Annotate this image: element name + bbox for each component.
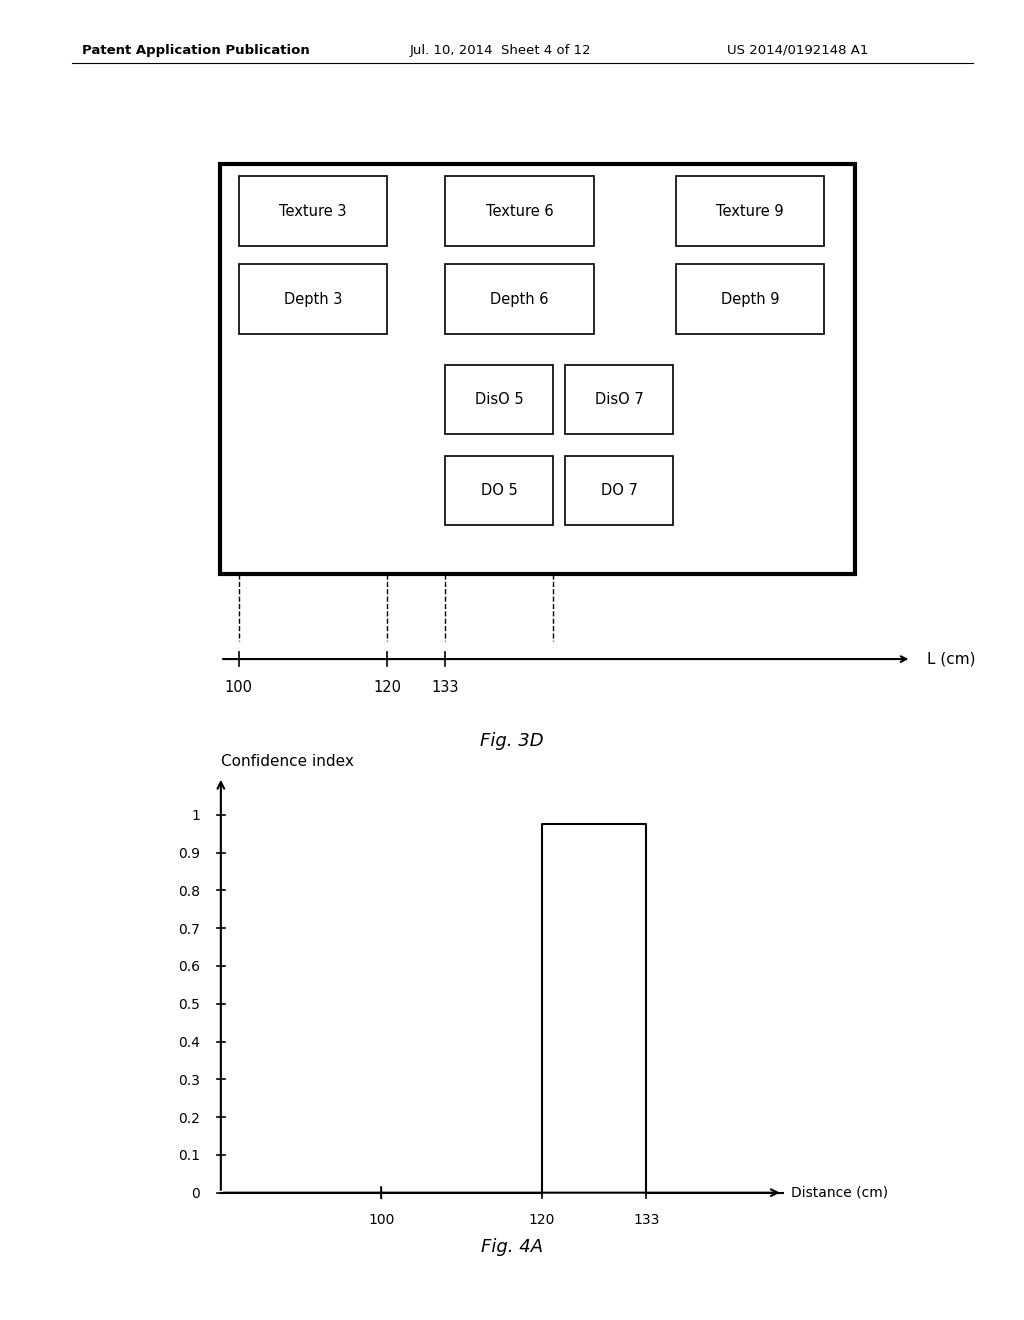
Bar: [239, 177, 387, 246]
Text: 133: 133: [432, 680, 459, 696]
Text: 120: 120: [373, 680, 401, 696]
Text: Distance (cm): Distance (cm): [791, 1185, 888, 1200]
Text: Confidence index: Confidence index: [221, 754, 353, 770]
Bar: [220, 164, 855, 574]
Text: DO 5: DO 5: [481, 483, 517, 498]
Text: Jul. 10, 2014  Sheet 4 of 12: Jul. 10, 2014 Sheet 4 of 12: [410, 44, 591, 57]
Text: L (cm): L (cm): [927, 652, 975, 667]
Text: Fig. 3D: Fig. 3D: [480, 731, 544, 750]
Text: Fig. 4A: Fig. 4A: [481, 1238, 543, 1257]
Text: Depth 3: Depth 3: [284, 292, 342, 306]
Text: DisO 7: DisO 7: [595, 392, 643, 407]
Bar: [445, 455, 553, 525]
Bar: [565, 455, 673, 525]
Text: Patent Application Publication: Patent Application Publication: [82, 44, 309, 57]
Bar: [565, 364, 673, 434]
Bar: [445, 264, 594, 334]
Text: Texture 9: Texture 9: [716, 203, 784, 219]
Bar: [676, 177, 824, 246]
Text: Texture 3: Texture 3: [280, 203, 346, 219]
Bar: [445, 177, 594, 246]
Bar: [676, 264, 824, 334]
Text: DO 7: DO 7: [600, 483, 638, 498]
Bar: [239, 264, 387, 334]
Text: US 2014/0192148 A1: US 2014/0192148 A1: [727, 44, 868, 57]
Text: DisO 5: DisO 5: [475, 392, 523, 407]
Text: Depth 9: Depth 9: [721, 292, 779, 306]
Text: Depth 6: Depth 6: [490, 292, 549, 306]
Text: Texture 6: Texture 6: [485, 203, 554, 219]
Bar: [445, 364, 553, 434]
Text: 100: 100: [224, 680, 253, 696]
